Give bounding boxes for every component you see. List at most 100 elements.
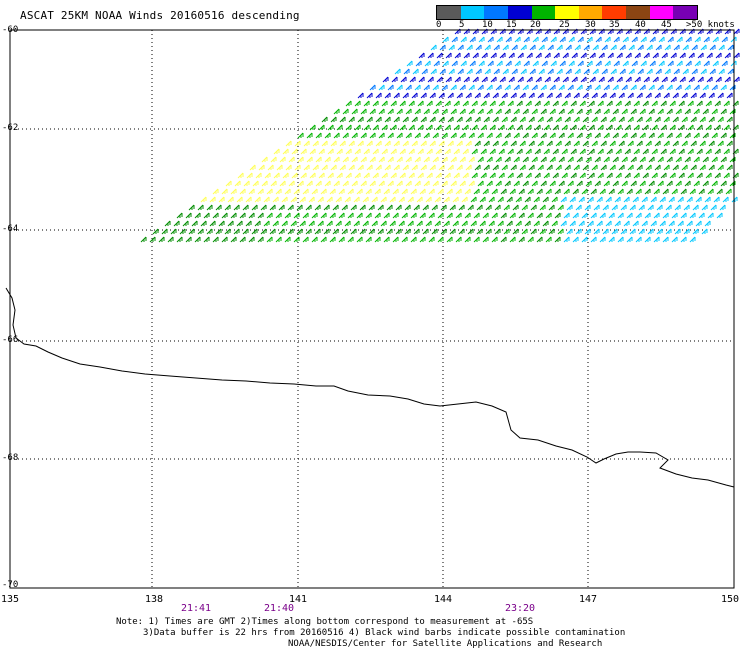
wind-barb bbox=[582, 140, 589, 147]
wind-barb bbox=[323, 204, 330, 211]
wind-barb bbox=[495, 108, 502, 115]
wind-barb bbox=[637, 68, 644, 75]
wind-barb bbox=[427, 76, 434, 83]
wind-barb bbox=[441, 84, 448, 91]
wind-barb bbox=[573, 92, 580, 99]
wind-barb bbox=[436, 76, 443, 83]
wind-barb bbox=[383, 236, 390, 243]
wind-barb bbox=[479, 196, 486, 203]
wind-barb bbox=[383, 212, 390, 219]
wind-barb bbox=[224, 228, 231, 235]
wind-barb bbox=[455, 236, 462, 243]
wind-barb bbox=[484, 68, 491, 75]
wind-barb bbox=[584, 204, 591, 211]
wind-barb bbox=[450, 156, 457, 163]
wind-barb bbox=[317, 196, 324, 203]
wind-barb bbox=[406, 60, 413, 67]
wind-barb bbox=[414, 156, 421, 163]
wind-barb bbox=[630, 132, 637, 139]
wind-barb bbox=[215, 204, 222, 211]
wind-barb bbox=[314, 204, 321, 211]
wind-barb bbox=[693, 180, 700, 187]
wind-barb bbox=[478, 60, 485, 67]
wind-barb bbox=[275, 236, 282, 243]
wind-barb bbox=[705, 124, 712, 131]
wind-barb bbox=[446, 212, 453, 219]
wind-barb bbox=[568, 60, 575, 67]
wind-barb bbox=[540, 180, 547, 187]
wind-barb bbox=[585, 132, 592, 139]
wind-barb bbox=[206, 228, 213, 235]
wind-barb bbox=[382, 76, 389, 83]
wind-barb bbox=[321, 164, 328, 171]
wind-barb bbox=[320, 188, 327, 195]
wind-barb bbox=[578, 220, 585, 227]
wind-barb bbox=[439, 68, 446, 75]
wind-barb bbox=[609, 92, 616, 99]
wind-barb bbox=[363, 172, 370, 179]
wind-barb bbox=[681, 164, 688, 171]
wind-barb bbox=[230, 236, 237, 243]
wind-barb bbox=[696, 100, 703, 107]
wind-barb bbox=[666, 108, 673, 115]
wind-barb bbox=[630, 180, 637, 187]
wind-barb bbox=[667, 60, 674, 67]
wind-barb bbox=[678, 124, 685, 131]
wind-barb bbox=[600, 140, 607, 147]
wind-barb bbox=[459, 156, 466, 163]
wind-barb bbox=[284, 188, 291, 195]
wind-barb bbox=[708, 164, 715, 171]
wind-barb bbox=[634, 52, 641, 59]
wind-barb bbox=[626, 188, 633, 195]
wind-barb bbox=[671, 188, 678, 195]
wind-barb bbox=[536, 212, 543, 219]
wind-barb bbox=[490, 76, 497, 83]
wind-barb bbox=[266, 188, 273, 195]
wind-barb bbox=[410, 236, 417, 243]
wind-barb bbox=[558, 108, 565, 115]
wind-barb bbox=[720, 84, 727, 91]
wind-barb bbox=[651, 124, 658, 131]
wind-barb bbox=[442, 60, 449, 67]
wind-barb bbox=[549, 180, 556, 187]
wind-barb bbox=[663, 116, 670, 123]
wind-barb bbox=[715, 76, 722, 83]
wind-barb bbox=[528, 92, 535, 99]
wind-barb bbox=[357, 92, 364, 99]
wind-barb bbox=[257, 188, 264, 195]
wind-barb bbox=[576, 156, 583, 163]
wind-barb bbox=[227, 196, 234, 203]
wind-barb bbox=[639, 84, 646, 91]
wind-barb bbox=[260, 204, 267, 211]
wind-barb bbox=[596, 196, 603, 203]
wind-barb bbox=[675, 108, 682, 115]
wind-barb bbox=[362, 220, 369, 227]
wind-barb bbox=[684, 156, 691, 163]
wind-barb bbox=[629, 228, 636, 235]
wind-barb bbox=[360, 156, 367, 163]
wind-barb bbox=[288, 156, 295, 163]
wind-barb bbox=[554, 212, 561, 219]
wind-barb bbox=[537, 92, 544, 99]
wind-barb bbox=[654, 116, 661, 123]
wind-barb bbox=[501, 92, 508, 99]
colorbar-tick-10: 10 bbox=[482, 20, 493, 30]
wind-barb bbox=[656, 228, 663, 235]
wind-barb bbox=[484, 44, 491, 51]
wind-barb bbox=[590, 236, 597, 243]
wind-barb bbox=[419, 236, 426, 243]
wind-barb bbox=[609, 116, 616, 123]
wind-barb bbox=[437, 188, 444, 195]
wind-barb bbox=[395, 204, 402, 211]
wind-barb bbox=[703, 36, 710, 43]
lat-label-64: -64 bbox=[2, 224, 19, 234]
wind-barb bbox=[158, 236, 165, 243]
wind-barb bbox=[491, 236, 498, 243]
wind-barb bbox=[551, 196, 558, 203]
wind-barb bbox=[426, 100, 433, 107]
wind-barb bbox=[674, 228, 681, 235]
wind-barb bbox=[399, 100, 406, 107]
wind-barb bbox=[416, 220, 423, 227]
wind-barb bbox=[631, 60, 638, 67]
wind-barb bbox=[396, 156, 403, 163]
